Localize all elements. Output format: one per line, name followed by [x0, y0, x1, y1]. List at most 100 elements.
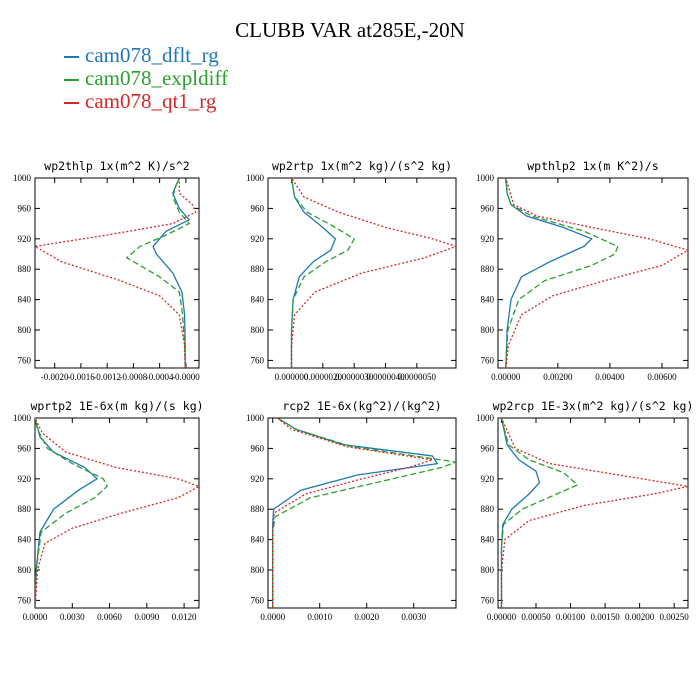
- y-tick-label: 960: [18, 203, 32, 213]
- y-tick-label: 920: [251, 474, 265, 484]
- legend-label-dflt: cam078_dflt_rg: [85, 43, 219, 67]
- panel-title: wpthlp2 1x(m K^2)/s: [527, 159, 659, 173]
- x-tick-label: 0.000000: [275, 372, 309, 382]
- x-tick-label: -0.0000: [172, 372, 200, 382]
- y-tick-label: 880: [18, 264, 32, 274]
- legend-swatch-dflt: [64, 55, 79, 58]
- legend-label-qt1: cam078_qt1_rg: [85, 89, 217, 113]
- x-tick-label: 0.00000: [491, 372, 521, 382]
- y-tick-label: 840: [481, 535, 495, 545]
- legend-item-qt1: cam078_qt1_rg: [64, 90, 228, 113]
- x-tick-label: 0.0000: [23, 612, 48, 622]
- series-line-1: [152, 178, 191, 368]
- y-tick-label: 840: [481, 295, 495, 305]
- y-tick-label: 960: [481, 203, 495, 213]
- x-tick-label: 0.00200: [625, 612, 655, 622]
- x-tick-label: 0.0010: [307, 612, 332, 622]
- y-tick-label: 880: [251, 264, 265, 274]
- y-tick-label: 920: [481, 234, 495, 244]
- panel-frame: [267, 177, 457, 369]
- series-line-1: [505, 178, 593, 368]
- x-tick-label: 0.00400: [595, 372, 625, 382]
- y-tick-label: 1000: [246, 413, 265, 423]
- x-tick-label: 0.00600: [647, 372, 677, 382]
- x-tick-label: 0.0020: [354, 612, 379, 622]
- y-tick-label: 840: [18, 535, 32, 545]
- x-tick-label: -0.0016: [67, 372, 95, 382]
- panel-1: wp2thlp 1x(m^2 K)/s^2 1000 960 920 880 840 800…: [13, 159, 200, 382]
- x-tick-label: 0.0000050: [398, 372, 437, 382]
- y-tick-label: 800: [18, 325, 32, 335]
- series-line-3: [505, 178, 688, 368]
- panel-5: rcp2 1E-6x(kg^2)/(kg^2) 1000 960 920 880 840 8…: [246, 399, 457, 622]
- legend-item-expldiff: cam078_expldiff: [64, 67, 228, 90]
- x-tick-label: 0.00250: [660, 612, 690, 622]
- series-line-2: [272, 418, 456, 608]
- y-tick-label: 840: [251, 295, 265, 305]
- x-tick-label: 0.0000030: [335, 372, 374, 382]
- y-tick-label: 1000: [476, 173, 495, 183]
- legend-label-expldiff: cam078_expldiff: [85, 66, 229, 90]
- series-line-2: [35, 418, 108, 608]
- panel-4: wprtp2 1E-6x(m kg)/(s kg)1000 960 920 880 84…: [13, 399, 204, 622]
- panel-frame: [497, 177, 689, 369]
- y-tick-label: 960: [251, 203, 265, 213]
- y-tick-label: 800: [251, 565, 265, 575]
- y-tick-label: 920: [251, 234, 265, 244]
- y-tick-label: 880: [481, 504, 495, 514]
- y-tick-label: 760: [481, 355, 495, 365]
- panel-title: wp2rtp 1x(m^2 kg)/(s^2 kg): [272, 159, 452, 173]
- y-tick-label: 1000: [13, 413, 32, 423]
- series-line-3: [35, 178, 197, 368]
- legend-swatch-expldiff: [64, 78, 79, 81]
- series-line-1: [272, 418, 439, 608]
- y-tick-label: 1000: [246, 173, 265, 183]
- x-tick-label: -0.0012: [93, 372, 121, 382]
- panel-6: wp2rcp 1E-3x(m^2 kg)/(s^2 kg)1000 960 920 8…: [476, 399, 693, 622]
- panel-frame: [34, 417, 200, 609]
- y-tick-label: 800: [481, 325, 495, 335]
- panel-title: wp2thlp 1x(m^2 K)/s^2: [44, 159, 189, 173]
- series-line-3: [290, 178, 456, 368]
- x-tick-label: 0.0120: [172, 612, 197, 622]
- x-tick-label: -0.0008: [120, 372, 148, 382]
- y-tick-label: 760: [251, 595, 265, 605]
- y-tick-label: 840: [18, 295, 32, 305]
- series-line-3: [272, 418, 433, 608]
- y-tick-label: 920: [18, 474, 32, 484]
- x-tick-label: 0.00150: [590, 612, 620, 622]
- series-line-1: [35, 418, 99, 608]
- y-tick-label: 920: [18, 234, 32, 244]
- y-tick-label: 840: [251, 535, 265, 545]
- y-tick-label: 1000: [476, 413, 495, 423]
- panel-2: wp2rtp 1x(m^2 kg)/(s^2 kg) 1000 960 920 880 8…: [246, 159, 457, 382]
- panel-title: wp2rcp 1E-3x(m^2 kg)/(s^2 kg): [493, 399, 694, 413]
- x-tick-label: 0.00050: [521, 612, 551, 622]
- x-tick-label: 0.00000: [487, 612, 517, 622]
- panel-3: wpthlp2 1x(m K^2)/s 1000 960 920 880 840 800 76…: [476, 159, 689, 382]
- y-tick-label: 1000: [13, 173, 32, 183]
- y-tick-label: 760: [481, 595, 495, 605]
- panel-frame: [267, 417, 457, 609]
- panel-title: rcp2 1E-6x(kg^2)/(kg^2): [282, 399, 441, 413]
- y-tick-label: 960: [251, 443, 265, 453]
- y-tick-label: 920: [481, 474, 495, 484]
- x-tick-label: -0.0020: [41, 372, 69, 382]
- series-line-1: [500, 418, 541, 608]
- x-tick-label: 0.00100: [556, 612, 586, 622]
- y-tick-label: 800: [481, 565, 495, 575]
- series-line-3: [35, 418, 199, 608]
- y-tick-label: 760: [18, 355, 32, 365]
- x-tick-label: 0.0060: [97, 612, 122, 622]
- panel-frame: [34, 177, 200, 369]
- x-tick-label: 0.0090: [134, 612, 159, 622]
- series-line-2: [290, 178, 356, 368]
- y-tick-label: 880: [251, 504, 265, 514]
- y-tick-label: 800: [18, 565, 32, 575]
- x-tick-label: 0.0000020: [304, 372, 343, 382]
- figure-title: CLUBB VAR at285E,-20N: [235, 18, 465, 42]
- y-tick-label: 760: [251, 355, 265, 365]
- y-tick-label: 880: [481, 264, 495, 274]
- series-line-2: [500, 418, 579, 608]
- legend-swatch-qt1: [64, 101, 79, 104]
